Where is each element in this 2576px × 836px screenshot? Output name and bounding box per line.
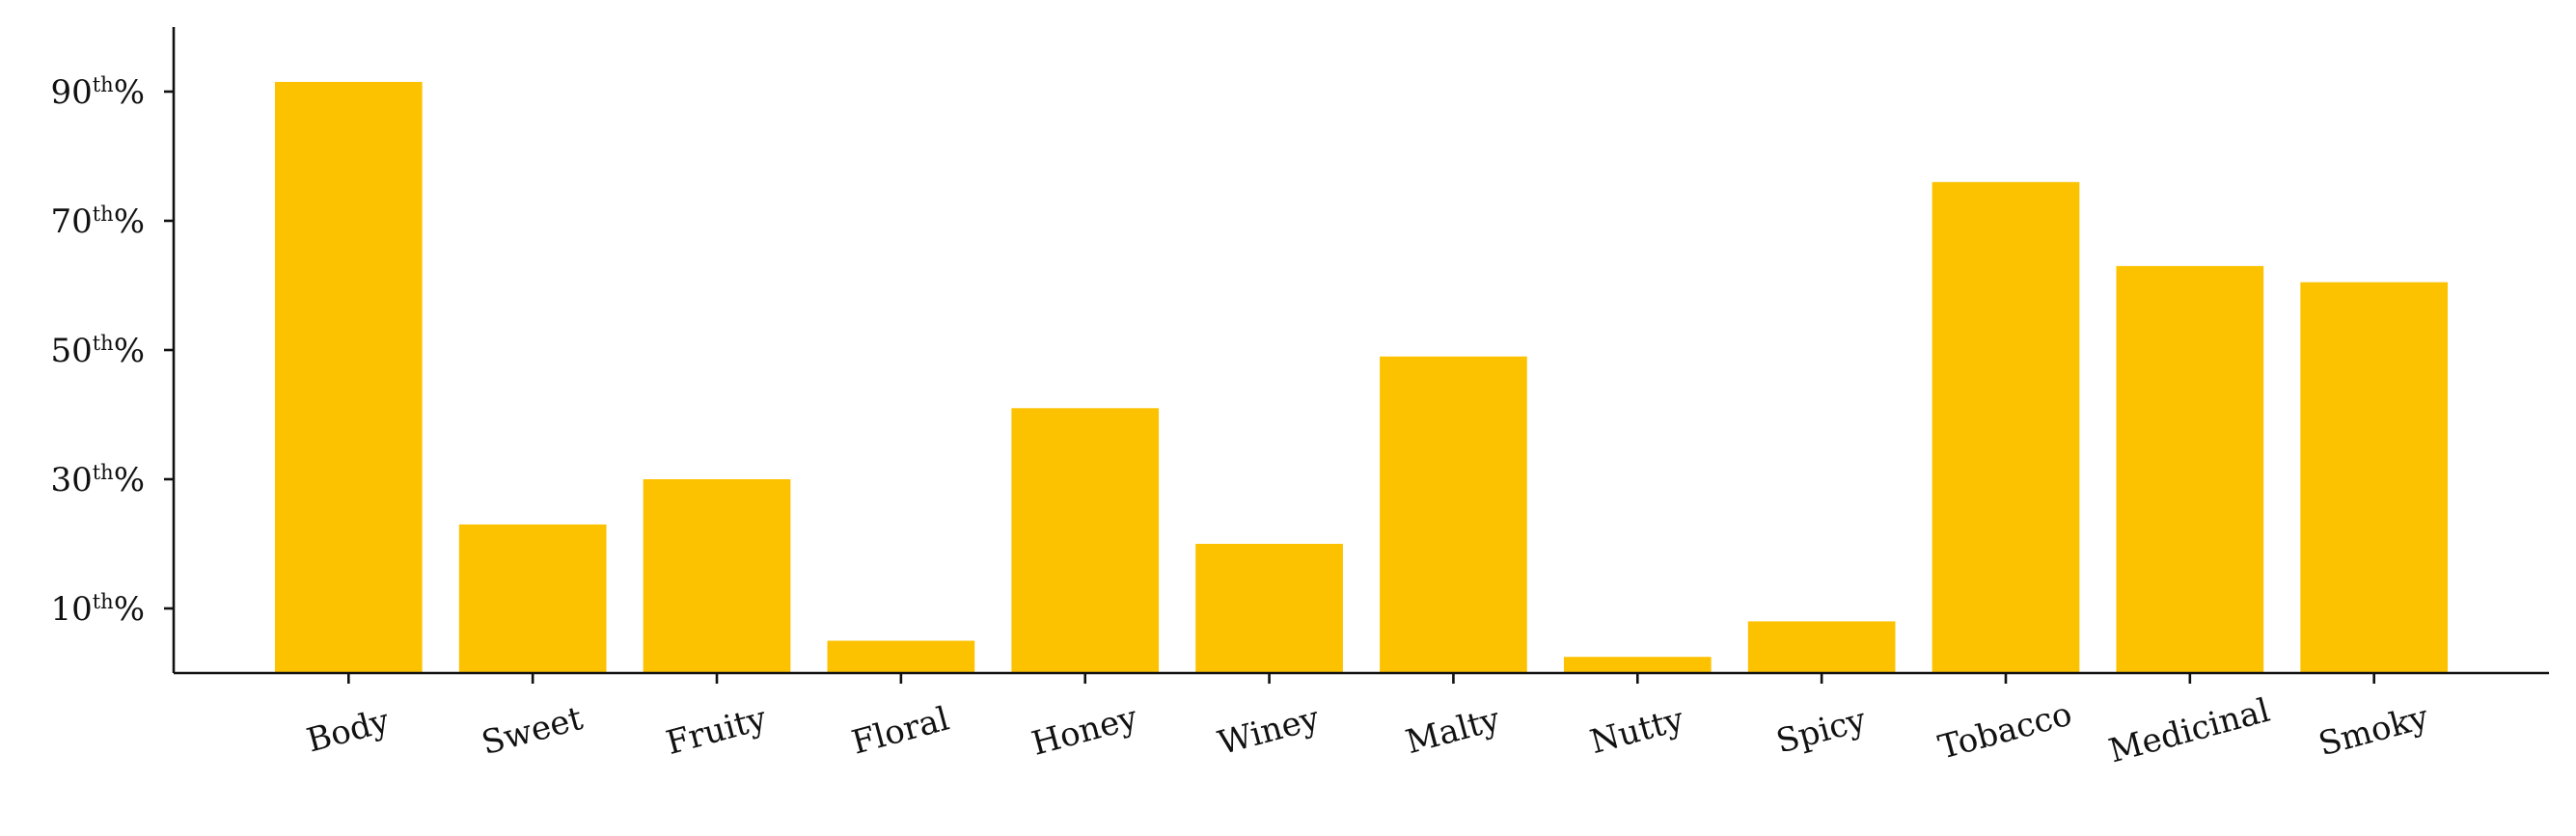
y-axis-ticks: 10th%30th%50th%70th%90th% [50, 73, 174, 629]
x-tick-label-sweet: Sweet [478, 699, 587, 763]
y-tick-ordinal: th [93, 332, 114, 355]
bar-malty [1380, 356, 1527, 673]
bar-sweet [458, 524, 607, 673]
bar-fruity [643, 479, 791, 673]
bar-spicy [1747, 621, 1896, 673]
y-tick-percent: % [114, 461, 145, 499]
bar-medicinal [2116, 265, 2264, 673]
x-tick-label-honey: Honey [1028, 698, 1142, 764]
x-tick-label-medicinal: Medicinal [2105, 691, 2274, 771]
y-tick-number: 90 [50, 73, 92, 112]
y-tick-ordinal: th [93, 202, 114, 226]
x-tick-label-floral: Floral [848, 700, 953, 763]
bar-floral [827, 640, 975, 673]
bar-tobacco [1932, 181, 2080, 674]
y-tick-number: 70 [50, 202, 92, 241]
y-tick-number: 50 [50, 332, 92, 370]
y-tick-number: 30 [50, 461, 92, 499]
x-tick-label-winey: Winey [1214, 699, 1324, 763]
x-tick-label-nutty: Nutty [1586, 700, 1688, 762]
y-tick-label: 30th% [50, 461, 145, 499]
x-axis-ticks: Body Sweet Fruity Floral Honey Winey Malty Nutt… [303, 673, 2433, 770]
x-tick-label-spicy: Spicy [1772, 700, 1871, 761]
y-tick-ordinal: th [93, 73, 114, 96]
y-tick-ordinal: th [93, 590, 114, 613]
bars-group [274, 81, 2449, 674]
y-tick-label: 10th% [50, 590, 145, 629]
y-tick-label: 90th% [50, 73, 145, 112]
y-tick-label: 50th% [50, 332, 145, 370]
y-tick-percent: % [114, 590, 145, 629]
bar-smoky [2300, 282, 2449, 673]
x-tick-label-malty: Malty [1402, 700, 1505, 762]
x-tick-label-tobacco: Tobacco [1934, 694, 2076, 767]
bar-body [274, 81, 423, 673]
bar-winey [1195, 544, 1343, 673]
y-tick-percent: % [114, 73, 145, 112]
x-tick-label-smoky: Smoky [2315, 698, 2433, 765]
x-tick-label-fruity: Fruity [662, 699, 771, 763]
y-tick-percent: % [114, 202, 145, 241]
y-tick-ordinal: th [93, 461, 114, 484]
bar-honey [1011, 408, 1160, 673]
bar-nutty [1563, 657, 1712, 673]
y-tick-percent: % [114, 332, 145, 370]
x-tick-label-body: Body [303, 701, 395, 760]
y-tick-label: 70th% [50, 202, 145, 241]
y-tick-number: 10 [50, 590, 92, 629]
